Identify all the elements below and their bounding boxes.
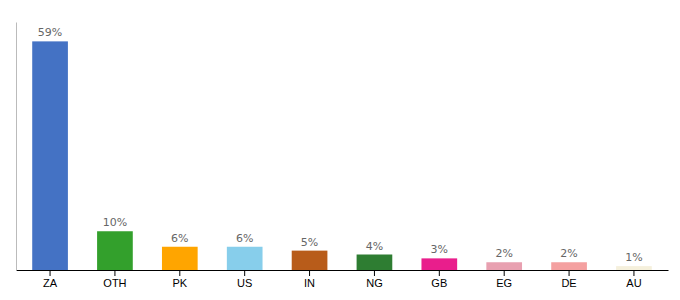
bar <box>97 231 133 270</box>
bar <box>357 255 393 271</box>
x-tick-label: GB <box>431 277 447 289</box>
bar <box>162 247 198 270</box>
x-tick-mark <box>309 270 310 276</box>
x-tick-label: AU <box>626 277 641 289</box>
x-tick: AU <box>626 270 641 289</box>
bar <box>292 251 328 270</box>
data-label: 2% <box>495 247 512 260</box>
data-label: 10% <box>103 216 127 229</box>
x-tick-label: ZA <box>43 277 58 289</box>
x-tick: US <box>237 270 252 289</box>
bar <box>421 258 457 270</box>
data-label: 6% <box>171 232 188 245</box>
x-tick-mark <box>374 270 375 276</box>
x-tick: GB <box>431 270 447 289</box>
chart: 59% 10% 6% 6% 5% 4% 3% 2% 2% 1% ZA OTH PK US IN NG GB EG D… <box>0 0 680 300</box>
data-label: 1% <box>625 251 642 264</box>
x-tick: NG <box>366 270 383 289</box>
data-label: 4% <box>366 240 383 253</box>
x-tick-mark <box>179 270 180 276</box>
x-tick: OTH <box>103 270 126 289</box>
x-tick: DE <box>561 270 576 289</box>
plot: 59% 10% 6% 6% 5% 4% 3% 2% 2% 1% ZA OTH PK US IN NG GB EG D… <box>17 23 669 289</box>
x-tick: PK <box>172 270 187 289</box>
data-label: 59% <box>38 26 62 39</box>
y-axis <box>16 23 17 271</box>
x-tick-mark <box>114 270 115 276</box>
x-tick-mark <box>50 270 51 276</box>
bar <box>486 262 522 270</box>
bar <box>616 266 652 270</box>
x-tick-mark <box>244 270 245 276</box>
data-label: 6% <box>236 232 253 245</box>
x-tick: ZA <box>43 270 58 289</box>
x-tick-label: DE <box>561 277 576 289</box>
data-label: 5% <box>301 236 318 249</box>
x-tick-label: EG <box>496 277 512 289</box>
bar <box>551 262 587 270</box>
x-tick: IN <box>304 270 315 289</box>
x-axis: ZA OTH PK US IN NG GB EG DE AU <box>17 270 669 289</box>
x-tick-label: OTH <box>103 277 126 289</box>
data-label: 3% <box>431 243 448 256</box>
y-axis-line <box>16 23 17 271</box>
bar <box>227 247 263 270</box>
x-tick-label: IN <box>304 277 315 289</box>
x-tick-mark <box>439 270 440 276</box>
x-tick-label: US <box>237 277 252 289</box>
data-label: 2% <box>560 247 577 260</box>
bar <box>32 41 68 270</box>
x-tick-label: PK <box>172 277 187 289</box>
x-tick-mark <box>569 270 570 276</box>
x-tick-mark <box>504 270 505 276</box>
x-tick-label: NG <box>366 277 383 289</box>
x-tick-mark <box>633 270 634 276</box>
x-tick: EG <box>496 270 512 289</box>
data-labels: 59% 10% 6% 6% 5% 4% 3% 2% 2% 1% <box>38 26 643 264</box>
x-axis-line <box>17 270 669 271</box>
bars <box>32 41 652 270</box>
